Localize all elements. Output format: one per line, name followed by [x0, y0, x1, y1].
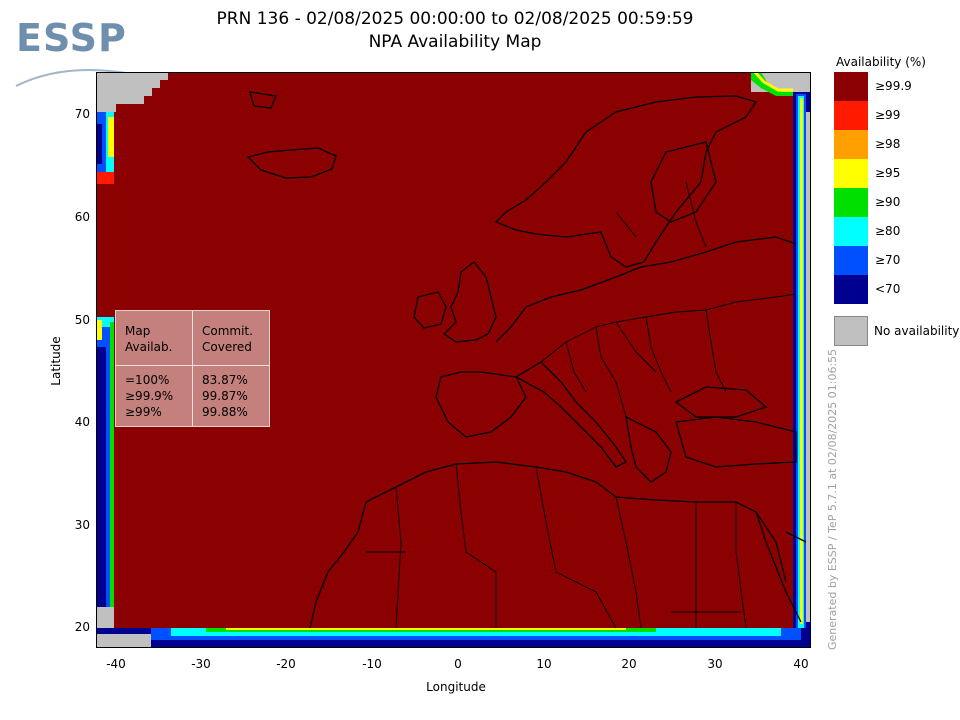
xtick-neg30: -30 — [191, 657, 211, 671]
stats-thresholds: =100% ≥99.9% ≥99% — [125, 373, 174, 419]
logo-arc-icon — [15, 69, 133, 87]
legend-swatch-90 — [834, 188, 868, 217]
west-edge-red — [96, 172, 114, 184]
legend-swatch-80 — [834, 217, 868, 246]
legend-title: Availability (%) — [836, 55, 926, 69]
xtick-neg20: -20 — [276, 657, 296, 671]
stats-header-commit-covered: Commit. Covered — [202, 324, 253, 354]
map-title: PRN 136 - 02/08/2025 00:00:00 to 02/08/2… — [216, 9, 694, 29]
xtick-20: 20 — [621, 657, 637, 671]
legend-label-lt70: <70 — [875, 282, 901, 296]
xtick-neg10: -10 — [362, 657, 382, 671]
ytick-40: 40 — [74, 415, 90, 429]
legend-label-80: ≥80 — [875, 224, 901, 238]
ytick-20: 20 — [74, 620, 90, 634]
legend-label-95: ≥95 — [875, 166, 901, 180]
xtick-30: 30 — [707, 657, 723, 671]
map-frame — [96, 72, 811, 648]
coastlines — [246, 91, 807, 629]
legend-label-99: ≥99 — [875, 108, 901, 122]
map-subtitle: NPA Availability Map — [368, 32, 542, 52]
legend-swatch-98 — [834, 130, 868, 159]
ytick-30: 30 — [74, 518, 90, 532]
legend-label-999: ≥99.9 — [875, 79, 912, 93]
no-availability-zone-nw — [96, 72, 168, 112]
xtick-40: 40 — [793, 657, 809, 671]
legend-swatch-lt70 — [834, 275, 868, 304]
essp-logo: ESSP — [14, 14, 134, 87]
xtick-neg40: -40 — [106, 657, 126, 671]
y-axis-label: Latitude — [49, 336, 63, 386]
ytick-50: 50 — [74, 313, 90, 327]
ytick-60: 60 — [74, 210, 90, 224]
stats-table: Map Availab. Commit. Covered =100% ≥99.9… — [115, 310, 270, 427]
legend-swatch-95 — [834, 159, 868, 188]
legend-swatch-999 — [834, 72, 868, 101]
legend-label-98: ≥98 — [875, 137, 901, 151]
generated-by-note: Generated by ESSP / TeP 5.7.1 at 02/08/2… — [826, 348, 839, 650]
legend-label-no-availability: No availability — [874, 324, 960, 338]
country-borders — [366, 181, 797, 629]
legend-swatch-99 — [834, 101, 868, 130]
x-axis-label: Longitude — [426, 680, 486, 694]
legend-swatch-no-availability — [834, 316, 868, 346]
xtick-0: 0 — [454, 657, 462, 671]
logo-text: ESSP — [16, 16, 127, 60]
stats-values: 83.87% 99.87% 99.88% — [202, 373, 248, 419]
stats-header-map-availability: Map Availab. — [125, 324, 173, 354]
ytick-70: 70 — [74, 107, 90, 121]
legend-label-70: ≥70 — [875, 253, 901, 267]
legend-swatch-70 — [834, 246, 868, 275]
xtick-10: 10 — [536, 657, 552, 671]
legend-label-90: ≥90 — [875, 195, 901, 209]
